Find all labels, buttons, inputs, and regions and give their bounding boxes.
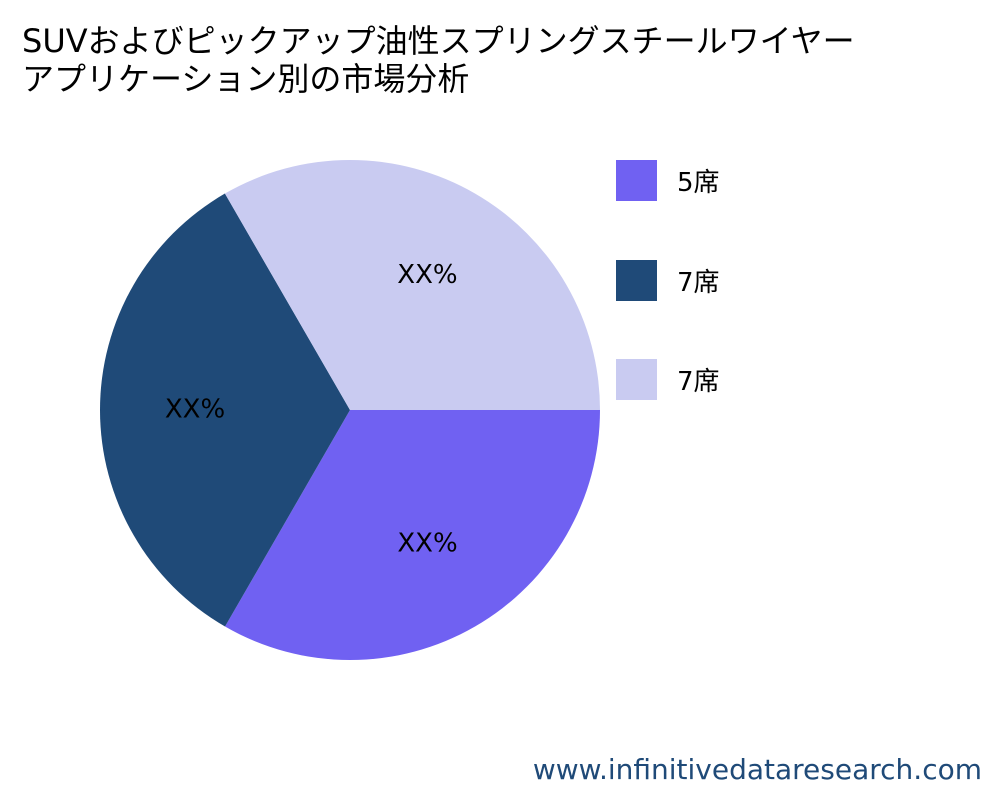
pie-slice-3 — [224, 159, 601, 410]
chart-title-line-2: アプリケーション別の市場分析 — [22, 60, 470, 98]
slice-data-label-1: XX% — [397, 529, 457, 559]
pie-slice-2 — [99, 193, 350, 627]
legend-item-5-seats: 5席 — [616, 159, 720, 201]
pie-slice-1 — [225, 410, 600, 661]
legend-swatch — [616, 259, 657, 301]
chart-title-line-1: SUVおよびピックアップ油性スプリングスチールワイヤー — [22, 22, 855, 60]
legend-item-7-seats: 7席 — [616, 259, 720, 301]
slice-data-label-3: XX% — [397, 260, 457, 290]
slice-data-label-2: XX% — [165, 395, 225, 425]
legend-label: 7席 — [677, 267, 720, 298]
legend-item-7-seats-b: 7席 — [616, 358, 720, 400]
chart-title: SUVおよびピックアップ油性スプリングスチールワイヤー アプリケーション別の市場… — [22, 22, 982, 98]
legend-label: 7席 — [677, 366, 720, 397]
legend-label: 5席 — [677, 167, 720, 198]
watermark-url: www.infinitivedataresearch.com — [532, 753, 982, 786]
legend-swatch — [616, 159, 657, 201]
legend-swatch — [616, 358, 657, 400]
